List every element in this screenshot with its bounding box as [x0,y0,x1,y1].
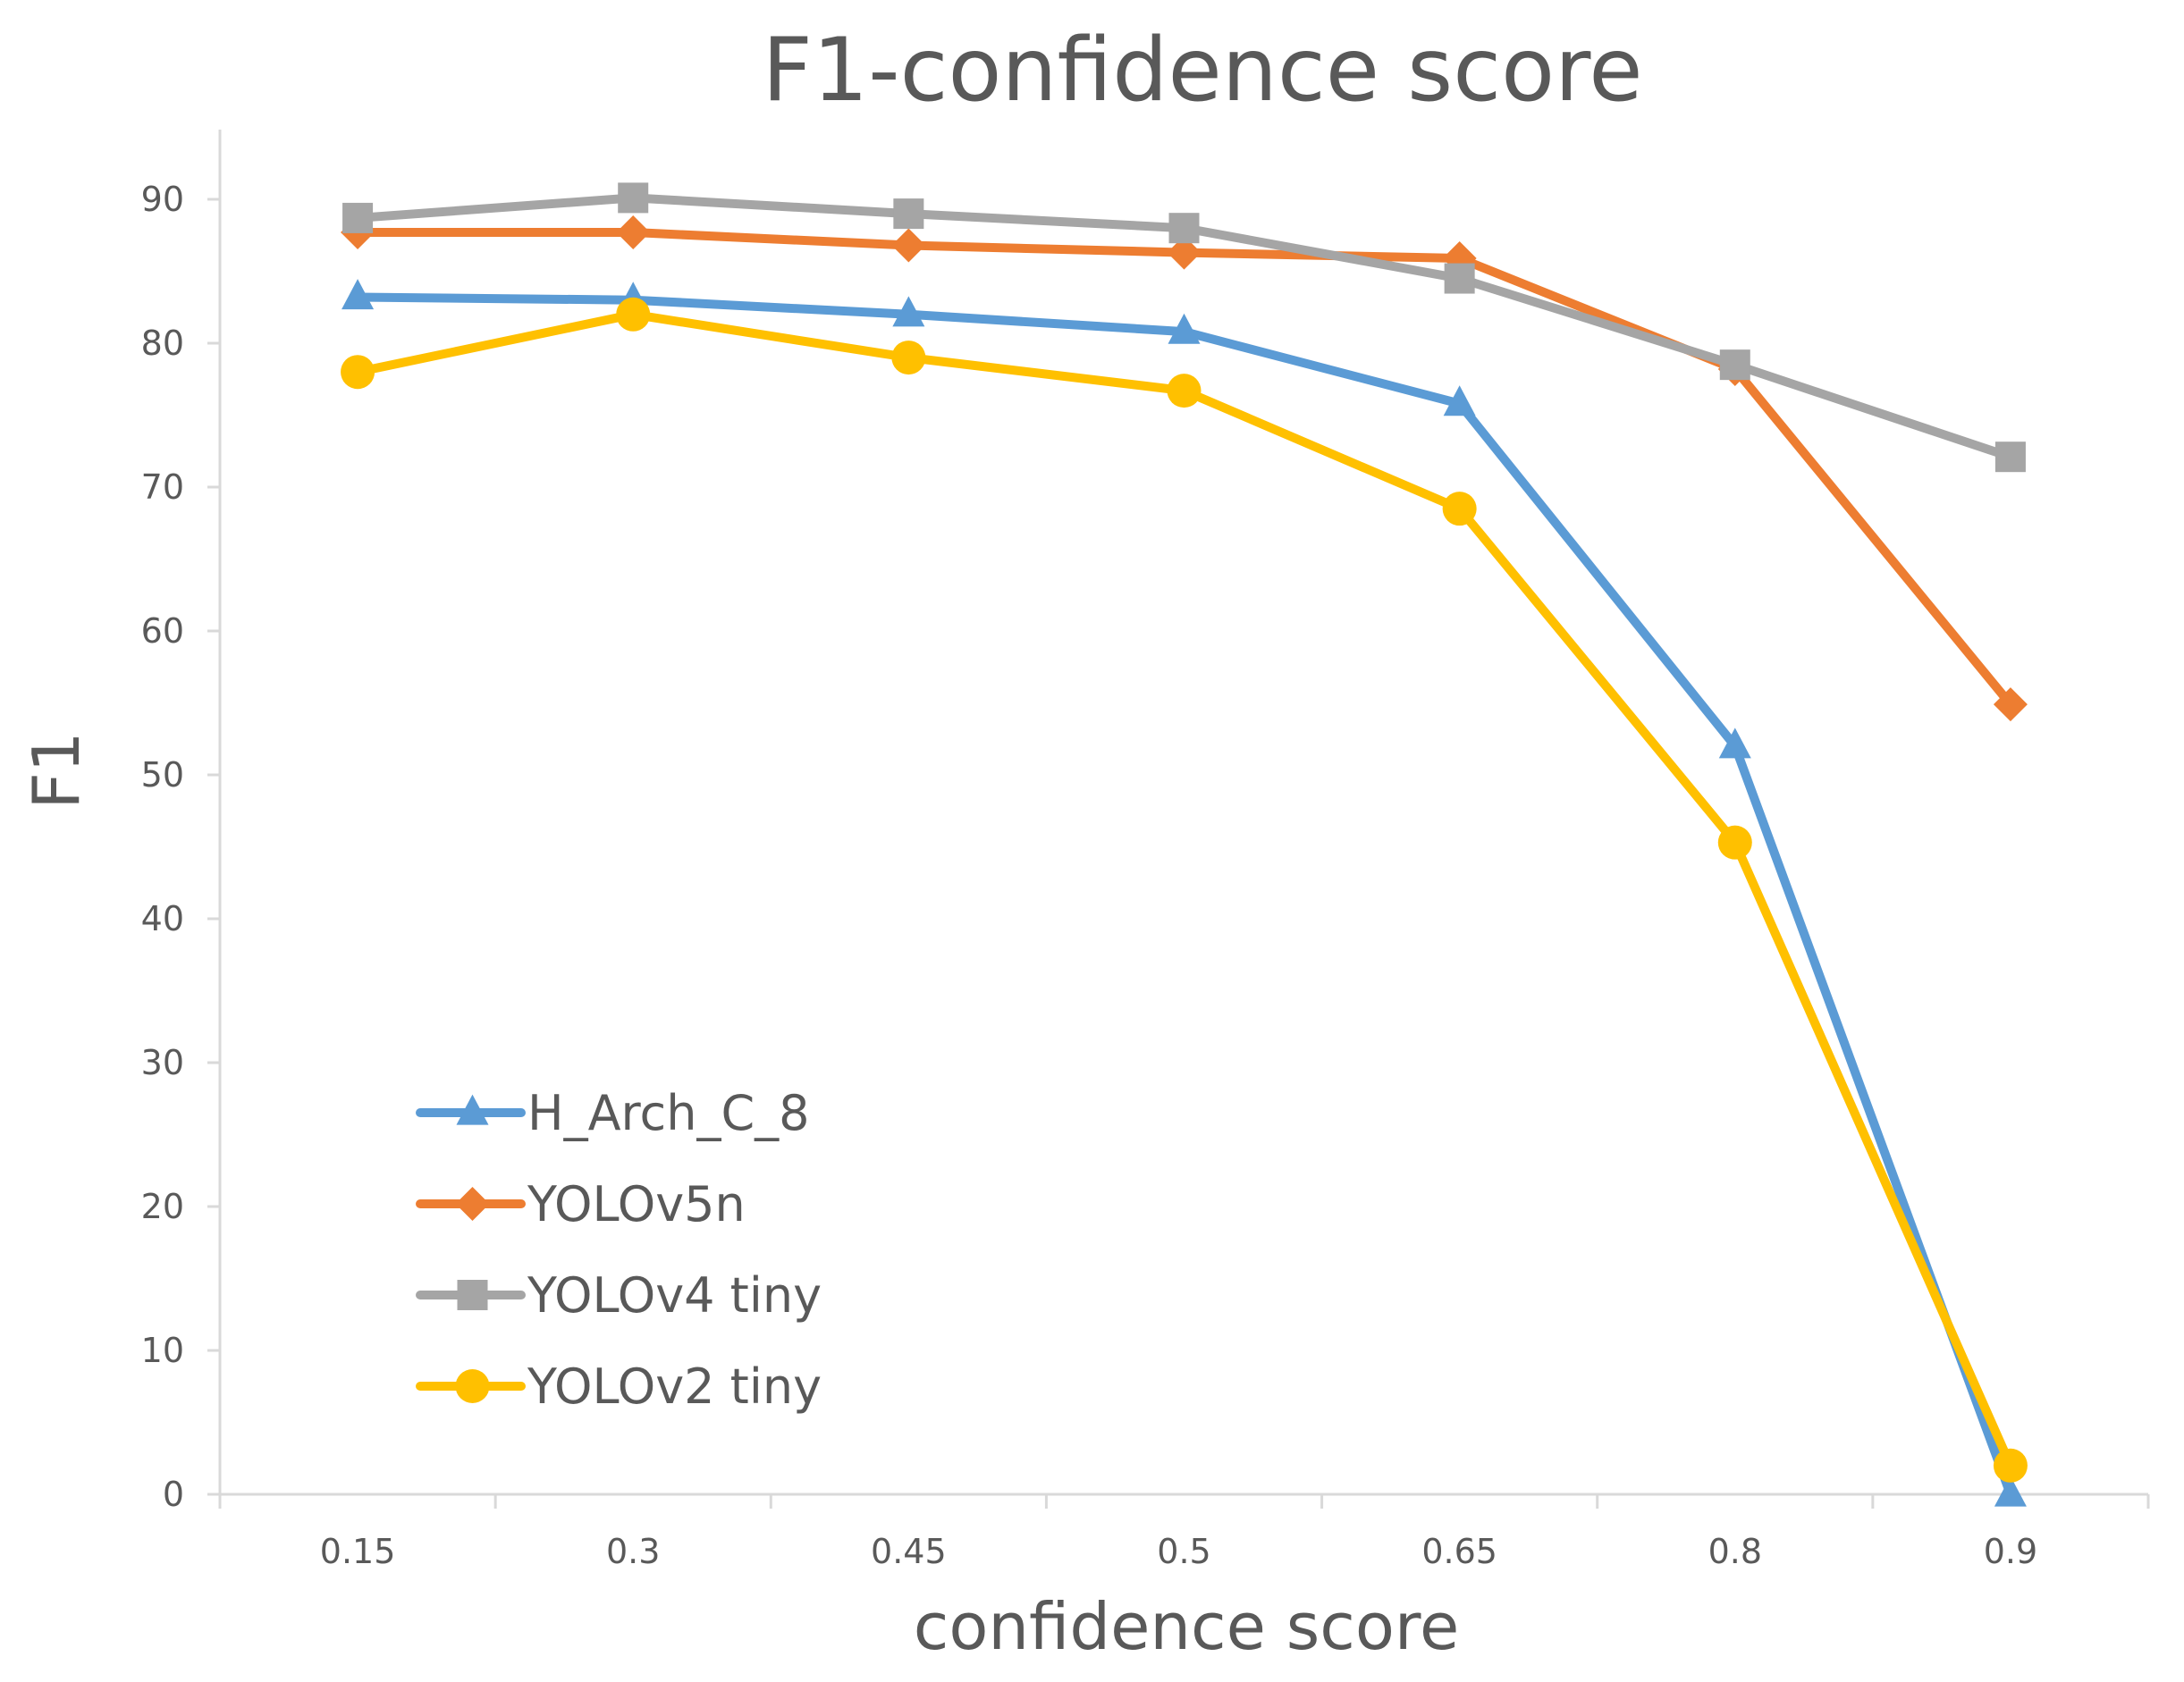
data-point-yolov2-tiny [1442,492,1477,526]
data-point-yolov2-tiny [1993,1448,2028,1483]
data-point-h-arch-c-8 [1718,727,1751,759]
y-tick-label: 0 [163,1475,184,1514]
x-tick-label: 0.45 [871,1532,947,1571]
legend-item-yolov4-tiny: YOLOv4 tiny [416,1267,822,1324]
data-point-yolov4-tiny [1994,442,2026,473]
legend-item-h-arch-c-8: H_Arch_C_8 [416,1085,810,1141]
x-axis-title: confidence score [914,1589,1460,1664]
series-yolov2-tiny [341,297,2028,1483]
data-point-yolov4-tiny [618,182,649,214]
y-axis-title: F1 [19,731,94,809]
series-yolov5n [341,215,2028,722]
data-point-yolov2-tiny [891,341,926,375]
x-tick-label: 0.15 [320,1532,396,1571]
y-tick-label: 50 [141,755,184,795]
x-tick-label: 0.8 [1708,1532,1762,1571]
legend-label: YOLOv4 tiny [527,1267,822,1324]
data-point-yolov4-tiny [1719,349,1750,381]
axes: 0 10 20 30 40 50 60 70 80 90 0.15 0.3 0.45 0.5 0.65 0.8… [141,130,2150,1571]
legend-marker [457,1280,488,1310]
y-tick-label: 60 [141,611,184,651]
legend-label: YOLOv2 tiny [527,1358,822,1415]
data-point-h-arch-c-8 [892,296,925,327]
data-point-yolov4-tiny [893,198,924,230]
legend-marker [455,1187,490,1221]
data-point-yolov5n [616,215,651,250]
data-point-h-arch-c-8 [342,279,375,310]
data-point-yolov2-tiny [1717,825,1752,860]
x-tick-label: 0.5 [1157,1532,1210,1571]
y-tick-label: 10 [141,1331,184,1370]
data-point-yolov4-tiny [1168,213,1200,244]
data-point-yolov2-tiny [616,297,651,332]
y-tick-label: 30 [141,1043,184,1082]
legend-marker [455,1369,490,1403]
legend-label: YOLOv5n [527,1176,746,1232]
data-point-yolov4-tiny [1444,263,1475,294]
y-tick-label: 70 [141,467,184,507]
data-point-yolov2-tiny [1167,374,1202,408]
data-point-yolov5n [891,228,926,263]
data-point-h-arch-c-8 [1994,1476,2027,1507]
data-point-yolov5n [1167,235,1202,270]
data-point-yolov5n [1993,687,2028,722]
data-point-yolov2-tiny [341,355,375,390]
y-tick-label: 80 [141,324,184,363]
legend-item-yolov2-tiny: YOLOv2 tiny [416,1358,822,1415]
legend-item-yolov5n: YOLOv5n [416,1176,746,1232]
data-point-h-arch-c-8 [1443,385,1476,416]
data-point-yolov4-tiny [342,202,374,233]
y-tick-label: 20 [141,1187,184,1226]
y-tick-label: 40 [141,899,184,938]
x-tick-label: 0.3 [606,1532,660,1571]
x-tick-label: 0.9 [1984,1532,2037,1571]
chart-title: F1-confidence score [762,20,1642,122]
x-tick-label: 0.65 [1421,1532,1497,1571]
series-layer [341,182,2028,1507]
series-yolov4-tiny [342,182,2026,473]
y-tick-label: 90 [141,180,184,219]
legend-label: H_Arch_C_8 [527,1085,810,1141]
legend-marker [456,1094,489,1125]
legend: H_Arch_C_8 YOLOv5n YOLOv4 tiny YOLOv2 tiny [416,1085,822,1415]
data-point-h-arch-c-8 [1168,313,1201,344]
